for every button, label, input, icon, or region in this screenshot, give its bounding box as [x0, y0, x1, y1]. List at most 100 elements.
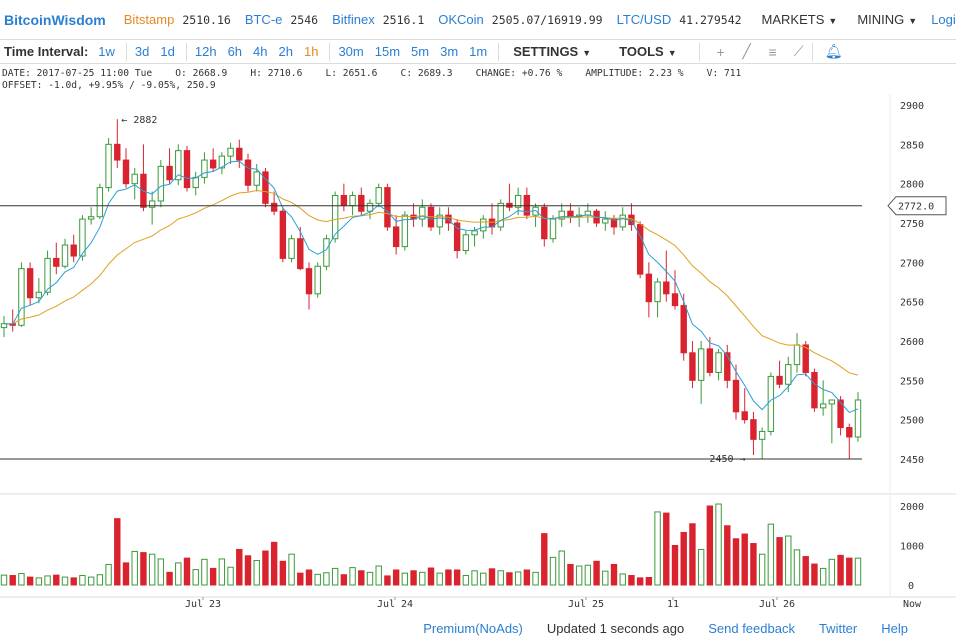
- interval-3m[interactable]: 3m: [440, 44, 459, 59]
- interval-6h[interactable]: 6h: [227, 44, 243, 59]
- update-status: Updated 1 seconds ago: [546, 620, 685, 636]
- volume-bar: [689, 523, 696, 586]
- candle-body: [654, 281, 661, 303]
- settings-menu[interactable]: SETTINGS ▼: [513, 44, 592, 59]
- candle-body: [811, 371, 818, 409]
- candle: [279, 207, 287, 263]
- candle: [26, 262, 34, 306]
- twitter-link[interactable]: Twitter: [818, 620, 858, 636]
- candle-body: [610, 218, 618, 228]
- chevron-down-icon: ▼: [667, 48, 677, 58]
- interval-12h[interactable]: 12h: [194, 44, 217, 59]
- volume-bar: [654, 511, 661, 586]
- candle: [53, 242, 60, 275]
- candle: [35, 278, 43, 304]
- mining-menu[interactable]: MINING ▼: [857, 12, 918, 27]
- candle: [715, 348, 722, 381]
- candle-body: [419, 206, 426, 220]
- candle: [349, 191, 356, 216]
- feedback-link[interactable]: Send feedback: [708, 620, 795, 636]
- candle: [750, 411, 757, 456]
- volume-bar: [105, 563, 112, 586]
- interval-1w[interactable]: 1w: [98, 44, 115, 59]
- candle: [602, 211, 609, 231]
- candle: [0, 315, 8, 338]
- candle: [776, 360, 783, 389]
- fan-tool-icon[interactable]: ⟋: [793, 43, 804, 59]
- candle-body: [105, 143, 112, 189]
- brand-logo[interactable]: BitcoinWisdom: [4, 11, 106, 28]
- volume-bar: [776, 537, 783, 586]
- candle-body: [541, 206, 548, 240]
- candle: [288, 234, 295, 263]
- candle-body: [724, 352, 731, 381]
- candle-body: [53, 257, 60, 267]
- line-tool-icon[interactable]: ╱: [742, 43, 751, 59]
- candle: [244, 153, 252, 192]
- price-tick-label: 2850: [900, 140, 924, 151]
- interval-1h[interactable]: 1h: [303, 44, 319, 59]
- candle: [314, 262, 321, 298]
- candle-body: [244, 159, 252, 186]
- candle-body: [706, 348, 714, 373]
- interval-1d[interactable]: 1d: [160, 44, 175, 59]
- candle-body: [209, 159, 217, 169]
- login-link[interactable]: Login: [931, 12, 956, 27]
- exchange-btce[interactable]: BTC-e 2546: [244, 12, 319, 27]
- candle-body: [192, 176, 199, 189]
- candle-body: [802, 344, 809, 373]
- candle: [340, 183, 348, 212]
- candle: [227, 142, 234, 164]
- ema-slow-line: [3, 189, 859, 376]
- volume-bar: [488, 568, 496, 586]
- markets-menu[interactable]: MARKETS ▼: [761, 12, 838, 27]
- volume-bar: [157, 558, 165, 586]
- bell-icon[interactable]: 🔔︎: [824, 43, 843, 59]
- candle: [802, 341, 809, 377]
- candle: [175, 144, 182, 186]
- volume-bar: [732, 538, 740, 586]
- volume-tick-label: 2000: [900, 502, 924, 513]
- interval-1m[interactable]: 1m: [469, 44, 488, 59]
- candle: [105, 138, 112, 192]
- exchange-okcoin[interactable]: OKCoin 2505.07/16919.99: [438, 12, 603, 27]
- volume-bar: [140, 552, 147, 586]
- candle-body: [480, 218, 487, 232]
- candle: [549, 215, 557, 243]
- price-marker-label: 2772.0: [898, 202, 934, 213]
- exchange-bitstamp[interactable]: Bitstamp 2510.16: [123, 12, 231, 27]
- price-chart[interactable]: 2450 2500 2550 2600 2650 2700 2750 2800 2850 2900…: [0, 0, 956, 612]
- crosshair-icon[interactable]: +: [716, 43, 725, 60]
- interval-5m[interactable]: 5m: [411, 44, 430, 59]
- volume-bar: [419, 571, 426, 586]
- tools-menu[interactable]: TOOLS ▼: [619, 44, 677, 59]
- candle: [689, 341, 696, 389]
- candle: [44, 250, 51, 296]
- volume-bar: [767, 523, 775, 586]
- candle-body: [837, 399, 844, 429]
- hlines-tool-icon[interactable]: ≡: [768, 43, 777, 60]
- candle-body: [26, 268, 34, 299]
- candle: [305, 262, 313, 310]
- price-tick-label: 2450: [900, 455, 924, 466]
- time-tick-label: Jul 26: [759, 599, 795, 610]
- interval-2h[interactable]: 2h: [278, 44, 293, 59]
- candle-body: [549, 218, 557, 240]
- exchange-ltcusd[interactable]: LTC/USD 41.279542: [616, 12, 742, 27]
- premium-link[interactable]: Premium(NoAds): [423, 620, 523, 636]
- help-link[interactable]: Help: [881, 620, 908, 636]
- exchange-bitfinex[interactable]: Bitfinex 2516.1: [332, 12, 425, 27]
- volume-bar: [270, 541, 278, 586]
- interval-15m[interactable]: 15m: [374, 44, 401, 59]
- candle: [297, 226, 304, 271]
- volume-bar: [305, 569, 313, 586]
- volume-bar: [253, 560, 260, 586]
- interval-4h[interactable]: 4h: [253, 44, 268, 59]
- left-arrow-icon: ←: [121, 115, 133, 126]
- candle-body: [314, 265, 321, 295]
- interval-3d[interactable]: 3d: [134, 44, 150, 59]
- interval-30m[interactable]: 30m: [338, 44, 364, 59]
- volume-tick-label: 1000: [900, 542, 924, 553]
- candle-body: [854, 399, 862, 438]
- candle: [358, 187, 365, 216]
